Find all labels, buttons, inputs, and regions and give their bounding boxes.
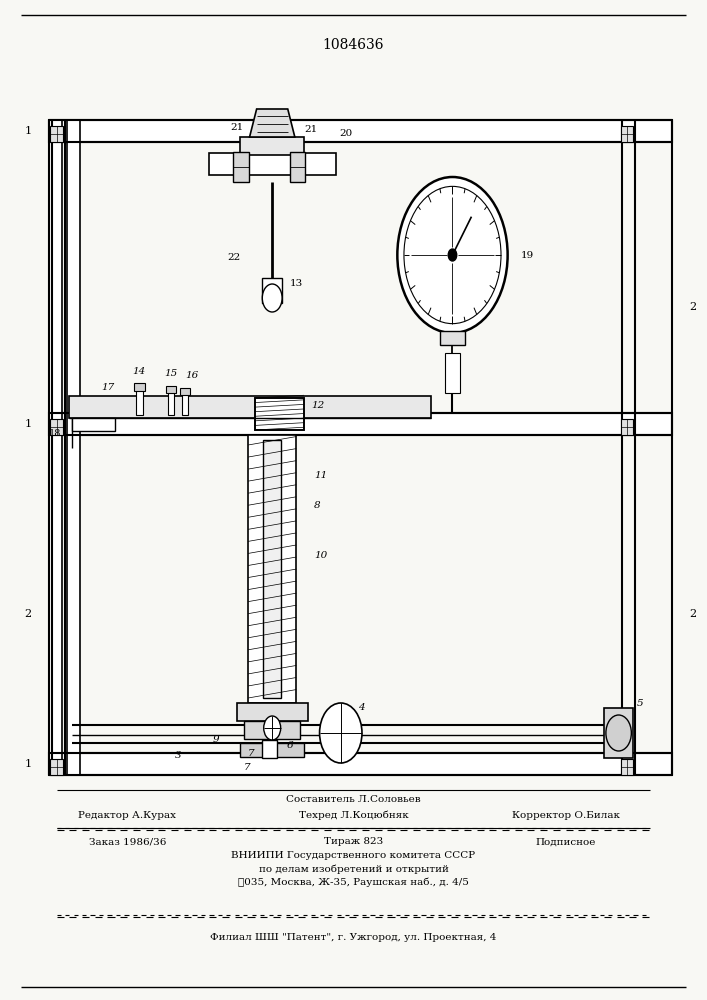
Text: 7: 7 <box>244 762 250 772</box>
Circle shape <box>264 716 281 740</box>
Bar <box>49 753 672 775</box>
Circle shape <box>320 703 362 763</box>
Text: 2: 2 <box>689 609 696 619</box>
Bar <box>233 152 249 182</box>
Bar <box>255 398 304 430</box>
Bar <box>166 386 176 393</box>
Text: 21: 21 <box>304 125 317 134</box>
Text: 1: 1 <box>25 126 32 136</box>
Text: Техред Л.Коцюбняк: Техред Л.Коцюбняк <box>298 810 409 820</box>
Text: 21: 21 <box>230 123 243 132</box>
Bar <box>237 703 308 721</box>
Text: Филиал ШШ "Патент", г. Ужгород, ул. Проектная, 4: Филиал ШШ "Патент", г. Ужгород, ул. Прое… <box>210 932 497 942</box>
Bar <box>290 152 305 182</box>
Text: Заказ 1986/36: Заказ 1986/36 <box>88 838 166 846</box>
Text: 4: 4 <box>358 704 365 712</box>
Text: 1: 1 <box>25 759 32 769</box>
Text: 10: 10 <box>314 550 327 560</box>
Bar <box>244 721 300 739</box>
Bar <box>180 388 190 395</box>
Bar <box>440 331 465 345</box>
Text: Составитель Л.Соловьев: Составитель Л.Соловьев <box>286 796 421 804</box>
Text: 2: 2 <box>689 302 696 312</box>
Circle shape <box>262 284 282 312</box>
Text: 11: 11 <box>314 471 327 480</box>
Text: 12: 12 <box>311 401 325 410</box>
Text: по делам изобретений и открытий: по делам изобретений и открытий <box>259 864 448 874</box>
Text: 18: 18 <box>49 428 62 438</box>
Bar <box>50 419 63 435</box>
Bar <box>248 435 296 703</box>
Bar <box>69 396 431 418</box>
Bar <box>240 743 304 757</box>
Circle shape <box>397 177 508 333</box>
Bar <box>262 740 277 758</box>
Text: 13: 13 <box>290 278 303 288</box>
Bar <box>604 708 633 758</box>
Text: Корректор О.Билак: Корректор О.Билак <box>512 810 619 820</box>
Text: 15: 15 <box>165 368 177 377</box>
Text: 3: 3 <box>175 750 182 760</box>
Bar <box>445 353 460 393</box>
Text: Подписное: Подписное <box>535 838 596 846</box>
Bar <box>621 759 633 775</box>
Text: 8: 8 <box>314 501 320 510</box>
Text: Тираж 823: Тираж 823 <box>324 838 383 846</box>
Text: 䰓035, Москва, Ж-35, Раушская наб., д. 4/5: 䰓035, Москва, Ж-35, Раушская наб., д. 4/… <box>238 877 469 887</box>
Circle shape <box>606 715 631 751</box>
Text: 19: 19 <box>520 250 534 259</box>
Bar <box>50 759 63 775</box>
Bar <box>621 126 633 142</box>
Text: 1: 1 <box>25 419 32 429</box>
Text: 6: 6 <box>286 742 293 750</box>
Text: 7: 7 <box>248 748 255 758</box>
Text: 17: 17 <box>101 383 114 392</box>
Bar <box>240 137 304 155</box>
Text: 2: 2 <box>25 609 32 619</box>
Bar <box>49 413 672 435</box>
Bar <box>72 418 115 431</box>
Bar <box>134 383 145 391</box>
Text: 9: 9 <box>213 734 219 744</box>
Bar <box>182 389 188 415</box>
Bar <box>136 385 143 415</box>
Bar <box>49 120 62 775</box>
Bar <box>621 419 633 435</box>
Bar <box>49 120 672 142</box>
Text: 16: 16 <box>186 370 199 379</box>
Bar <box>50 126 63 142</box>
Circle shape <box>448 249 457 261</box>
Bar <box>263 440 281 698</box>
Text: 20: 20 <box>339 129 353 138</box>
Bar <box>67 120 80 775</box>
Text: 14: 14 <box>133 366 146 375</box>
Bar <box>262 278 282 303</box>
Bar <box>168 387 174 415</box>
Text: 22: 22 <box>227 253 240 262</box>
Text: ВНИИПИ Государственного комитета СССР: ВНИИПИ Государственного комитета СССР <box>231 852 476 860</box>
Text: 5: 5 <box>636 698 643 708</box>
Text: Редактор А.Курах: Редактор А.Курах <box>78 810 176 820</box>
Polygon shape <box>250 109 295 137</box>
Text: 1084636: 1084636 <box>323 38 384 52</box>
Bar <box>209 153 336 175</box>
Bar <box>255 398 304 430</box>
